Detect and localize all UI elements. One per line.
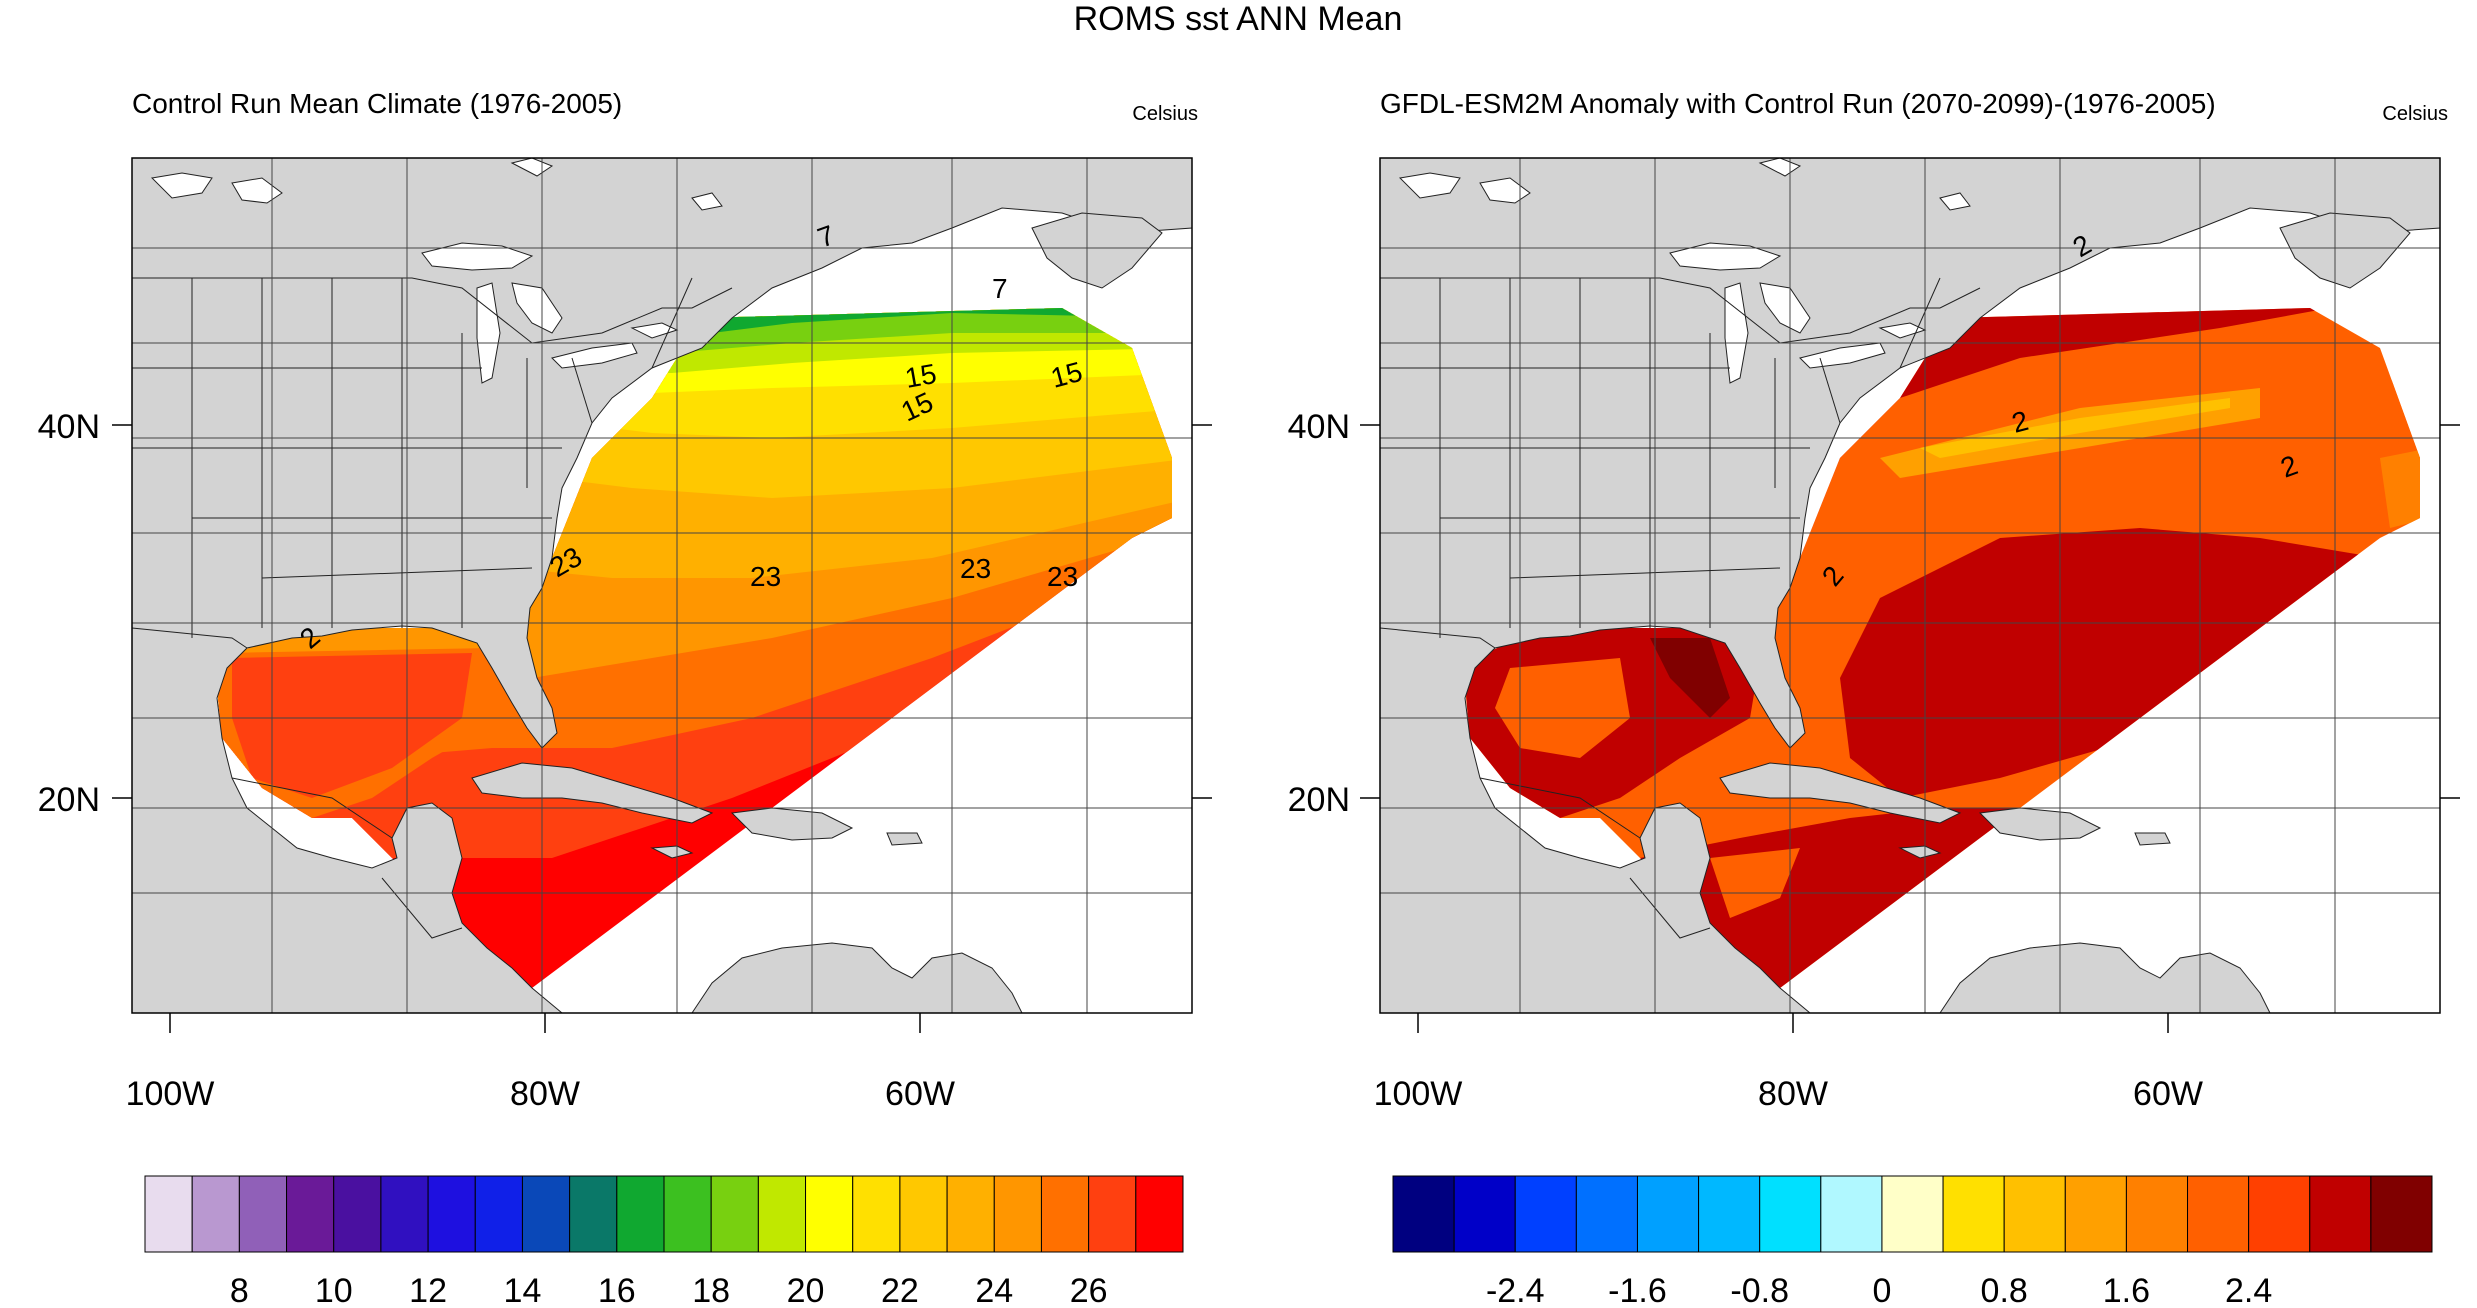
colorbar-tick-label: 12 [409,1272,447,1308]
colorbar-swatch [238,1175,288,1253]
colorbar-swatch [191,1175,240,1253]
colorbar-swatch [569,1175,618,1253]
colorbar-tick-label: -0.8 [1730,1272,1789,1308]
colorbar-tick-label: 18 [692,1272,730,1308]
colorbar-swatch [2370,1175,2433,1253]
colorbar-tick-label: 20 [787,1272,825,1308]
colorbar-swatch [2248,1175,2311,1253]
colorbar-swatch [1088,1175,1137,1253]
colorbar-tick-label: -1.6 [1608,1272,1667,1308]
colorbar-swatch [1453,1175,1516,1253]
colorbar-tick-label: 10 [315,1272,353,1308]
colorbar-swatch [1759,1175,1822,1253]
panel-2-title: GFDL-ESM2M Anomaly with Control Run (207… [1380,88,2216,119]
panel-1-lat-label: 20N [38,781,100,819]
panel-1-units: Celsius [1132,103,1198,125]
panel-2-graticule [1380,158,2440,1013]
contour-label: 15 [903,358,939,394]
colorbar-swatch [333,1175,382,1253]
colorbar-swatch [1392,1175,1455,1253]
colorbar-swatch [757,1175,807,1253]
colorbar-swatch [993,1175,1042,1253]
colorbar-swatch [2309,1175,2372,1253]
panel-1-axes [112,424,1212,1033]
contour-label: 23 [750,561,781,592]
panel-2-units: Celsius [2382,103,2448,125]
colorbar-swatch [144,1175,193,1253]
colorbar-swatch [2187,1175,2250,1253]
colorbar-tick-label: 2.4 [2225,1272,2272,1308]
colorbar-swatch [852,1175,901,1253]
colorbar-swatch [805,1175,854,1253]
colorbar-swatch [1514,1175,1577,1253]
colorbar-swatch [1820,1175,1883,1253]
colorbar-swatch [380,1175,429,1253]
panel-1-title: Control Run Mean Climate (1976-2005) [132,88,622,119]
contour-label: 2 [2009,405,2032,439]
colorbar-swatch [1881,1175,1944,1253]
colorbar-swatch [1698,1175,1761,1253]
panel-2-lat-label: 20N [1288,781,1350,819]
panel-2-lat-label: 40N [1288,408,1350,446]
panel-2-axes [1360,424,2460,1033]
colorbar-swatch [2064,1175,2127,1253]
colorbar-swatch [1942,1175,2005,1253]
panel-1-lon-label: 100W [126,1075,215,1113]
colorbar-tick-label: 1.6 [2103,1272,2150,1308]
contour-label: 7 [992,273,1008,304]
contour-label: 23 [1047,561,1078,592]
colorbar-swatch [663,1175,712,1253]
colorbar-swatch [1575,1175,1638,1253]
colorbar-swatch [946,1175,995,1253]
colorbar-tick-label: 26 [1070,1272,1108,1308]
figure-title: ROMS sst ANN Mean [1074,0,1403,38]
panel-1-lat-label: 40N [38,408,100,446]
panel-1-colorbar: 8 10 12 14 16 18 20 22 24 26 [144,1175,1184,1308]
colorbar-swatch [2125,1175,2189,1253]
panel-1-lon-label: 60W [885,1075,955,1113]
panel-2-lon-label: 100W [1374,1075,1463,1113]
colorbar-tick-label: 0.8 [1981,1272,2028,1308]
colorbar-swatch [1040,1175,1090,1253]
colorbar-tick-label: -2.4 [1486,1272,1545,1308]
colorbar-tick-label: 8 [230,1272,249,1308]
panel-2-map: 2 2 2 2 [1379,157,2441,1014]
colorbar-swatch [2003,1175,2066,1253]
contour-label: 23 [960,553,991,584]
colorbar-tick-label: 14 [504,1272,542,1308]
panel-1-graticule [132,158,1192,1013]
colorbar-tick-label: 22 [881,1272,919,1308]
colorbar-tick-label: 0 [1872,1272,1891,1308]
panel-2-lon-label: 80W [1758,1075,1828,1113]
colorbar-swatch [286,1175,335,1253]
panel-1-frame [131,157,1193,1014]
panel-anomaly: GFDL-ESM2M Anomaly with Control Run (207… [1288,88,2460,1308]
colorbar-tick-label: 16 [598,1272,636,1308]
colorbar-swatch [474,1175,523,1253]
colorbar-swatch [1135,1175,1184,1253]
panel-control-run: Control Run Mean Climate (1976-2005) Cel… [38,88,1212,1308]
colorbar-swatch [427,1175,476,1253]
panel-1-map: 7 7 15 15 15 23 23 23 23 2 [131,157,1193,1014]
colorbar-swatch [616,1175,665,1253]
colorbar-tick-label: 24 [975,1272,1013,1308]
panel-2-lon-label: 60W [2133,1075,2203,1113]
colorbar-swatch [1636,1175,1700,1253]
colorbar-swatch [899,1175,948,1253]
colorbar-swatch [521,1175,571,1253]
colorbar-swatch [710,1175,759,1253]
panel-2-frame [1379,157,2441,1014]
panel-1-lon-label: 80W [510,1075,580,1113]
panel-2-colorbar: -2.4 -1.6 -0.8 0 0.8 1.6 2.4 [1392,1175,2433,1308]
